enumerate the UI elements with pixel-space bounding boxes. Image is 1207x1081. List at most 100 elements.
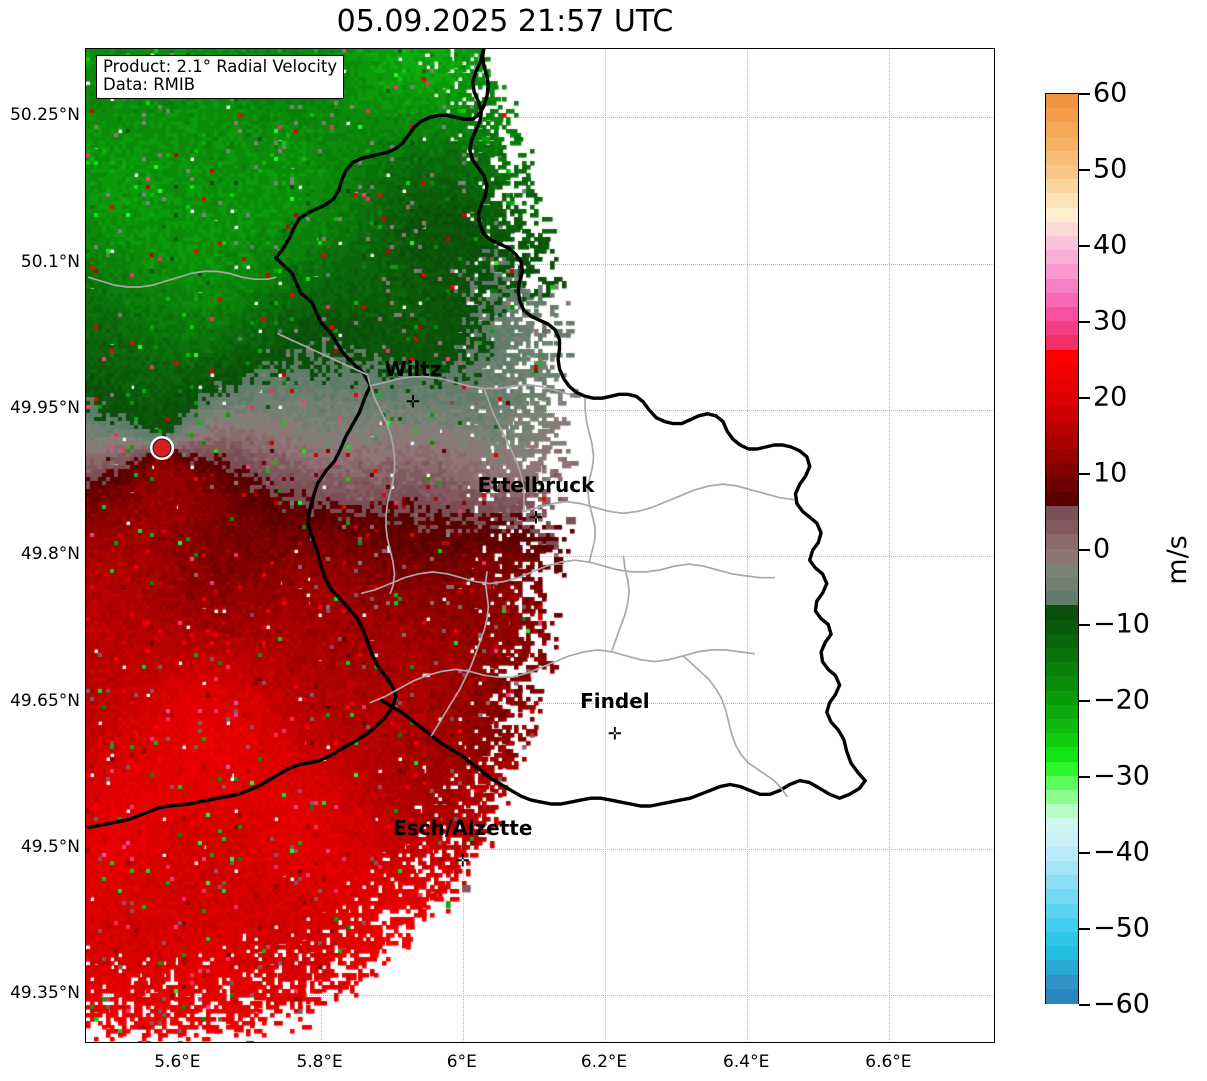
colorbar-segment	[1046, 477, 1078, 493]
colorbar-segment	[1046, 406, 1078, 422]
colorbar-segment	[1046, 420, 1078, 436]
x-axis-tick-label: 6.2°E	[580, 1052, 628, 1072]
colorbar-segment	[1046, 363, 1078, 380]
colorbar-segment	[1046, 434, 1078, 451]
colorbar-tick-label: 20	[1093, 381, 1128, 413]
colorbar-segment	[1046, 846, 1078, 863]
colorbar-segment	[1046, 207, 1078, 223]
colorbar-tick-mark	[1079, 624, 1090, 627]
city-cross-icon: ✛	[607, 724, 623, 745]
data-source-line: Data: RMIB	[103, 75, 196, 95]
radar-velocity-layer	[86, 49, 994, 1042]
colorbar-tick-label: −20	[1093, 684, 1150, 716]
city-cross-icon: ✛	[405, 392, 421, 413]
colorbar-segment	[1046, 903, 1078, 919]
colorbar-tick-mark	[1079, 852, 1090, 855]
colorbar-segment	[1046, 988, 1078, 1005]
colorbar-segment	[1046, 704, 1078, 721]
colorbar-segment	[1046, 676, 1078, 692]
colorbar-segment	[1046, 789, 1078, 806]
colorbar-tick-label: −10	[1093, 608, 1150, 640]
colorbar-segment	[1046, 662, 1078, 678]
colorbar-segment	[1046, 505, 1078, 522]
y-axis-labels: 50.25°N 50.1°N 49.95°N 49.8°N 49.65°N 49.5°N 4…	[0, 0, 80, 1081]
colorbar-tick-label: 10	[1093, 457, 1128, 489]
colorbar-tick-label: 0	[1093, 533, 1111, 564]
colorbar-segment	[1046, 150, 1078, 167]
city-label: Esch/Alzette	[393, 815, 533, 840]
colorbar-segment	[1046, 392, 1078, 408]
colorbar-segment	[1046, 562, 1078, 578]
colorbar-segment	[1046, 690, 1078, 706]
colorbar-segment	[1046, 307, 1078, 323]
x-axis-tick-label: 5.8°E	[296, 1052, 343, 1072]
colorbar-segment	[1046, 946, 1078, 962]
x-axis-tick-label: 6°E	[446, 1052, 477, 1072]
colorbar-segment	[1046, 221, 1078, 238]
colorbar-segment	[1046, 647, 1078, 664]
colorbar-segment	[1046, 349, 1078, 365]
colorbar-segment	[1046, 179, 1078, 195]
colorbar-segment	[1046, 860, 1078, 877]
colorbar-segment	[1046, 548, 1078, 564]
colorbar-segment	[1046, 576, 1078, 593]
y-axis-tick-label: 49.65°N	[10, 690, 80, 711]
x-axis-tick-label: 6.4°E	[723, 1052, 770, 1072]
colorbar-tick-mark	[1079, 1004, 1090, 1006]
colorbar-segment	[1046, 122, 1078, 138]
colorbar-segment	[1046, 775, 1078, 792]
colorbar-segment	[1046, 718, 1078, 735]
y-axis-tick-label: 49.8°N	[20, 544, 80, 565]
y-axis-tick-label: 50.1°N	[20, 251, 80, 272]
colorbar-segment	[1046, 619, 1078, 635]
colorbar-segment	[1046, 747, 1078, 763]
colorbar-segment	[1046, 292, 1078, 309]
colorbar-segment	[1046, 520, 1078, 536]
city-label: Ettelbruck	[477, 473, 595, 498]
colorbar-segment	[1046, 960, 1078, 976]
colorbar-segment	[1046, 335, 1078, 351]
map-canvas-wrapper: Wiltz ✛ Ettelbruck ✛ Findel ✛ Esch/Alzette ✛	[86, 49, 994, 1042]
colorbar-gradient	[1046, 94, 1078, 1005]
colorbar-tick-label: 30	[1093, 305, 1128, 337]
y-axis-tick-label: 49.95°N	[10, 397, 80, 418]
colorbar	[1045, 93, 1079, 1005]
colorbar-segment	[1046, 534, 1078, 550]
colorbar-segment	[1046, 236, 1078, 252]
colorbar-segment	[1046, 165, 1078, 181]
colorbar-segment	[1046, 818, 1078, 834]
colorbar-tick-mark	[1079, 396, 1090, 399]
city-cross-icon: ✛	[528, 508, 544, 529]
colorbar-segment	[1046, 605, 1078, 621]
colorbar-segment	[1046, 832, 1078, 848]
x-axis-tick-label: 5.6°E	[154, 1052, 201, 1072]
colorbar-segment	[1046, 108, 1078, 124]
city-label: Findel	[580, 689, 650, 713]
y-axis-tick-label: 50.25°N	[10, 105, 80, 126]
x-axis-tick-label: 6.6°E	[865, 1052, 912, 1072]
colorbar-segment	[1046, 463, 1078, 479]
colorbar-segment	[1046, 321, 1078, 337]
colorbar-segment	[1046, 804, 1078, 820]
colorbar-segment	[1046, 889, 1078, 905]
colorbar-segment	[1046, 250, 1078, 266]
colorbar-segment	[1046, 449, 1078, 465]
colorbar-segment	[1046, 136, 1078, 152]
colorbar-tick-mark	[1079, 776, 1090, 779]
radar-site-marker[interactable]	[150, 436, 175, 460]
colorbar-segment	[1046, 875, 1078, 891]
colorbar-tick-mark	[1079, 472, 1090, 475]
map-plot-area[interactable]: Wiltz ✛ Ettelbruck ✛ Findel ✛ Esch/Alzette ✛ Pr…	[85, 48, 995, 1043]
product-line: Product: 2.1° Radial Velocity	[103, 57, 338, 76]
product-info-box: Product: 2.1° Radial Velocity Data: RMIB	[96, 55, 345, 99]
colorbar-segment	[1046, 94, 1078, 110]
colorbar-segment	[1046, 733, 1078, 749]
colorbar-segment	[1046, 633, 1078, 649]
colorbar-segment	[1046, 193, 1078, 209]
colorbar-tick-label: −60	[1093, 988, 1150, 1020]
y-axis-tick-label: 49.35°N	[10, 983, 80, 1004]
colorbar-tick-label: 40	[1093, 229, 1128, 261]
colorbar-tick-label: −30	[1093, 760, 1150, 792]
colorbar-segment	[1046, 264, 1078, 280]
colorbar-segment	[1046, 278, 1078, 294]
